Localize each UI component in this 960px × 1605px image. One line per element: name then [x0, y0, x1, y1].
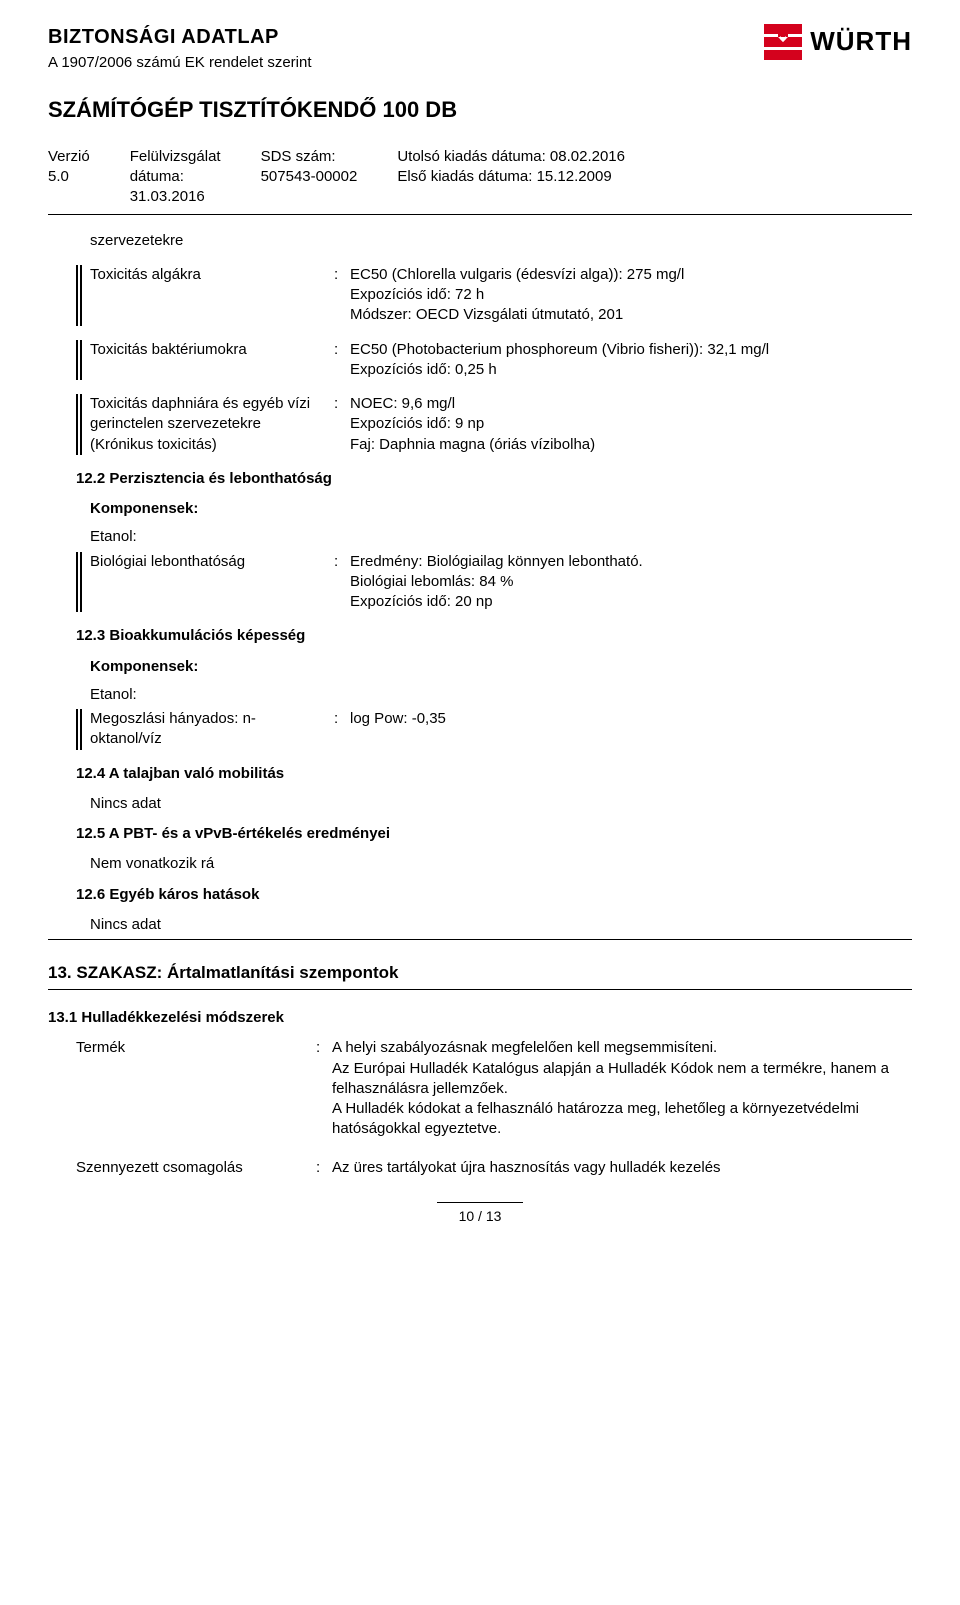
tox-bacteria-l1: EC50 (Photobacterium phosphoreum (Vibrio… — [350, 340, 912, 360]
firstissue: Első kiadás dátuma: 15.12.2009 — [397, 167, 625, 187]
biodeg-l2: Biológiai lebomlás: 84 % — [350, 572, 912, 592]
etanol-label-1: Etanol: — [90, 527, 912, 547]
tox-algae-key: Toxicitás algákra — [84, 265, 334, 326]
partition-row: Megoszlási hányados: n-oktanol/víz : log… — [76, 709, 912, 750]
meta-row: Verzió 5.0 Felülvizsgálat dátuma: 31.03.… — [48, 147, 912, 215]
product-key: Termék — [48, 1038, 316, 1139]
top-continuation: szervezetekre — [76, 231, 912, 251]
section-12-6-title: 12.6 Egyéb káros hatások — [76, 885, 912, 905]
partition-val: log Pow: -0,35 — [350, 709, 912, 750]
etanol-label-2: Etanol: — [90, 685, 912, 705]
section-12-5-title: 12.5 A PBT- és a vPvB-értékelés eredmény… — [76, 824, 912, 844]
sds-label: SDS szám: — [261, 147, 358, 167]
packaging-key: Szennyezett csomagolás — [48, 1158, 316, 1178]
components-label-1: Komponensek: — [90, 499, 912, 519]
packaging-val: Az üres tartályokat újra hasznosítás vag… — [332, 1158, 912, 1178]
tox-algae-row: Toxicitás algákra : EC50 (Chlorella vulg… — [76, 265, 912, 326]
tox-bacteria-key: Toxicitás baktériumokra — [84, 340, 334, 381]
biodeg-l1: Eredmény: Biológiailag könnyen lebonthat… — [350, 552, 912, 572]
packaging-disposal-row: Szennyezett csomagolás : Az üres tartály… — [48, 1158, 912, 1178]
section-12-3-title: 12.3 Bioakkumulációs képesség — [76, 626, 912, 646]
tox-algae-l1: EC50 (Chlorella vulgaris (édesvízi alga)… — [350, 265, 912, 285]
version-label: Verzió — [48, 147, 90, 167]
doc-subtitle: A 1907/2006 számú EK rendelet szerint — [48, 53, 312, 73]
components-label-2: Komponensek: — [90, 657, 912, 677]
product-l1: A helyi szabályozásnak megfelelően kell … — [332, 1038, 912, 1058]
section-12-4-val: Nincs adat — [76, 794, 912, 814]
sds-value: 507543-00002 — [261, 167, 358, 187]
biodeg-l3: Expozíciós idő: 20 np — [350, 592, 912, 612]
revdate-value: 31.03.2016 — [130, 187, 221, 207]
section-12-6-val: Nincs adat — [76, 915, 912, 935]
tox-daphnia-key: Toxicitás daphniára és egyéb vízi gerinc… — [84, 394, 334, 455]
wurth-logo-icon — [764, 24, 802, 60]
product-l3: A Hulladék kódokat a felhasználó határoz… — [332, 1099, 912, 1140]
biodeg-key: Biológiai lebonthatóság — [84, 552, 334, 613]
partition-key: Megoszlási hányados: n-oktanol/víz — [84, 709, 334, 750]
section-12-5-val: Nem vonatkozik rá — [76, 854, 912, 874]
tox-daphnia-row: Toxicitás daphniára és egyéb vízi gerinc… — [76, 394, 912, 455]
tox-daphnia-l2: Expozíciós idő: 9 np — [350, 414, 912, 434]
brand-name: WÜRTH — [810, 24, 912, 59]
section-13-title: 13. SZAKASZ: Ártalmatlanítási szempontok — [48, 954, 912, 990]
section-12-2-title: 12.2 Perzisztencia és lebonthatóság — [76, 469, 912, 489]
tox-daphnia-l3: Faj: Daphnia magna (óriás vízibolha) — [350, 435, 912, 455]
brand-logo: WÜRTH — [764, 24, 912, 60]
tox-daphnia-l1: NOEC: 9,6 mg/l — [350, 394, 912, 414]
doc-title: BIZTONSÁGI ADATLAP — [48, 24, 312, 51]
product-name: SZÁMÍTÓGÉP TISZTÍTÓKENDŐ 100 DB — [48, 95, 912, 125]
version-value: 5.0 — [48, 167, 90, 187]
section-13-1-title: 13.1 Hulladékkezelési módszerek — [48, 1008, 912, 1028]
tox-bacteria-l2: Expozíciós idő: 0,25 h — [350, 360, 912, 380]
biodeg-row: Biológiai lebonthatóság : Eredmény: Biol… — [76, 552, 912, 613]
revdate-label2: dátuma: — [130, 167, 221, 187]
section-12-4-title: 12.4 A talajban való mobilitás — [76, 764, 912, 784]
revdate-label: Felülvizsgálat — [130, 147, 221, 167]
lastissue: Utolsó kiadás dátuma: 08.02.2016 — [397, 147, 625, 167]
tox-algae-l2: Expozíciós idő: 72 h — [350, 285, 912, 305]
tox-algae-l3: Módszer: OECD Vizsgálati útmutató, 201 — [350, 305, 912, 325]
product-l2: Az Európai Hulladék Katalógus alapján a … — [332, 1059, 912, 1100]
product-disposal-row: Termék : A helyi szabályozásnak megfelel… — [48, 1038, 912, 1139]
tox-bacteria-row: Toxicitás baktériumokra : EC50 (Photobac… — [76, 340, 912, 381]
page-number: 10 / 13 — [48, 1202, 912, 1226]
